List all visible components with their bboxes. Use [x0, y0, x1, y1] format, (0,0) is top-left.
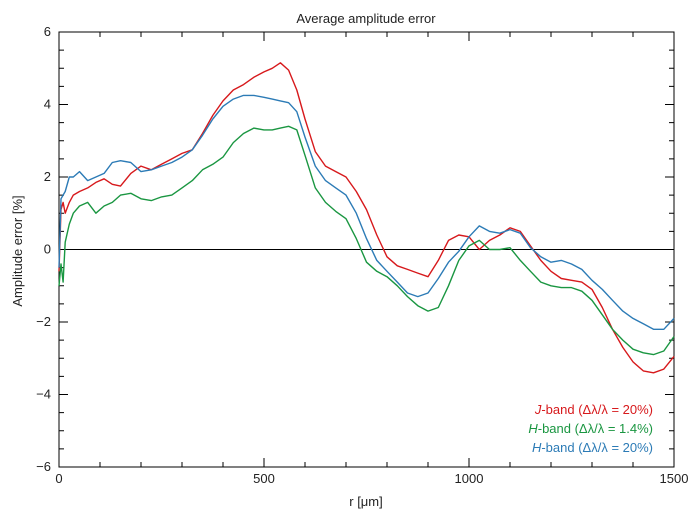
plot-area: 0 500 1000 1500 −6 −4 −2 0 2 4 6 — [36, 24, 688, 486]
x-tick-label: 0 — [55, 471, 62, 486]
legend-entry-1: J-band (Δλ/λ = 20%) — [534, 402, 653, 417]
legend-description: -band (Δλ/λ = 1.4%) — [538, 421, 653, 436]
x-tick-label: 1500 — [660, 471, 689, 486]
x-tick-label: 1000 — [455, 471, 484, 486]
y-tick-label: 2 — [44, 169, 51, 184]
series-line-2 — [58, 125, 675, 356]
x-tick-label: 500 — [253, 471, 275, 486]
y-tick-label: −2 — [36, 314, 51, 329]
legend: J-band (Δλ/λ = 20%)H-band (Δλ/λ = 1.4%)H… — [528, 402, 653, 455]
y-tick-label: −6 — [36, 459, 51, 474]
legend-band-label: H — [532, 440, 542, 455]
chart-title: Average amplitude error — [296, 11, 436, 26]
legend-entry-2: H-band (Δλ/λ = 1.4%) — [528, 421, 653, 436]
series-line-3 — [58, 94, 675, 330]
series-line-1 — [58, 62, 675, 374]
y-tick-label: 4 — [44, 97, 51, 112]
legend-band-label: J — [534, 402, 542, 417]
y-axis-label: Amplitude error [%] — [10, 195, 25, 306]
legend-description: -band (Δλ/λ = 20%) — [541, 402, 653, 417]
legend-entry-3: H-band (Δλ/λ = 20%) — [532, 440, 653, 455]
legend-description: -band (Δλ/λ = 20%) — [541, 440, 653, 455]
x-axis-label: r [μm] — [349, 494, 382, 509]
y-tick-label: −4 — [36, 387, 51, 402]
y-tick-label: 6 — [44, 24, 51, 39]
legend-band-label: H — [528, 421, 538, 436]
y-tick-label: 0 — [44, 242, 51, 257]
